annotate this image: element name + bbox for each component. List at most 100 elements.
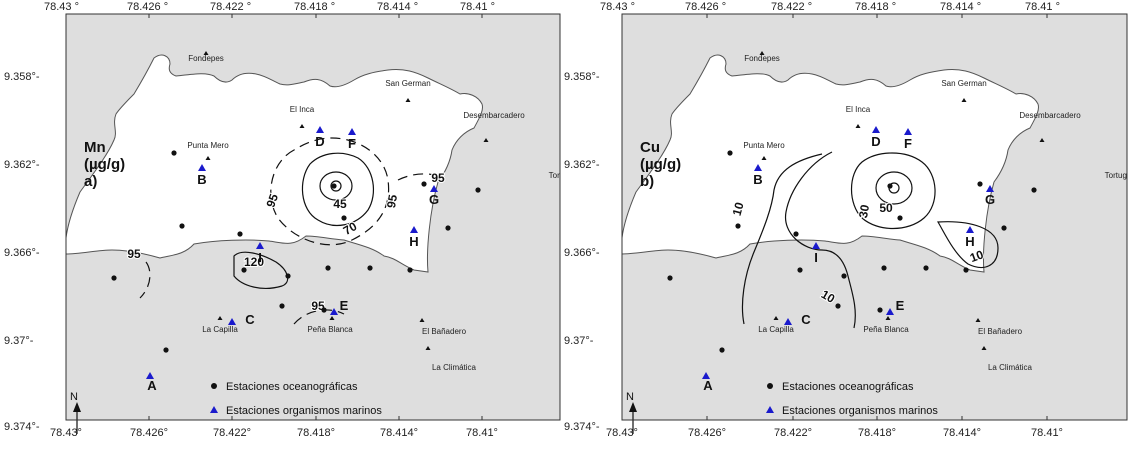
contour-label: 95 [263, 192, 281, 210]
station-triangle-icon [316, 126, 324, 133]
station-label-C: C [245, 312, 255, 327]
y-tick-label: 9.362°- [564, 159, 600, 171]
bottom-tick-label: 78.422° [774, 427, 812, 439]
place-name-el_inca: El Inca [290, 105, 315, 114]
contour-label: 95 [431, 171, 445, 185]
oceanographic-dot [1001, 225, 1007, 231]
bottom-tick-label: 78.41° [1031, 427, 1063, 439]
place-name-san_german: San German [385, 79, 430, 88]
station-triangle-icon [872, 126, 880, 133]
y-tick-label: 9.37°- [4, 335, 34, 347]
place-name-el_banadero: El Bañadero [978, 327, 1023, 336]
place-name-la_capilla: La Capilla [758, 325, 794, 334]
oceanographic-dot [475, 187, 481, 193]
place-marker-icon [759, 51, 765, 55]
place-marker-icon [885, 316, 891, 320]
station-triangle-icon [784, 318, 792, 325]
station-label-F: F [904, 136, 912, 151]
place-markers: Fondepes El Inca San German Desembarcadero P… [743, 51, 1133, 372]
place-marker-icon [975, 318, 981, 322]
place-marker-icon [1039, 138, 1045, 142]
legend-dot-icon [767, 383, 773, 389]
oceanographic-dot [897, 215, 903, 221]
place-name-el_banadero: El Bañadero [422, 327, 467, 336]
panel-title-line: (µg/g) [84, 156, 125, 173]
panel-title-line: Cu [640, 139, 660, 156]
place-name-san_german: San German [941, 79, 986, 88]
north-label: N [626, 391, 634, 403]
oceanographic-dot [367, 265, 373, 271]
place-name-tortugas: Tortugas [549, 171, 580, 180]
place-marker-icon [855, 124, 861, 128]
oceanographic-dot [881, 265, 887, 271]
oceanographic-dot [407, 267, 413, 273]
top-tick-label: 78.41 ° [460, 1, 495, 13]
contour-label: 95 [127, 247, 141, 261]
oceanographic-dot [331, 183, 337, 189]
station-label-B: B [753, 172, 762, 187]
station-label-D: D [871, 134, 880, 149]
station-label-H: H [409, 234, 418, 249]
station-triangle-icon [146, 372, 154, 379]
oceanographic-dot [835, 303, 841, 309]
top-tick-label: 78.422 ° [771, 1, 812, 13]
station-triangle-icon [986, 185, 994, 192]
place-name-punta_mero: Punta Mero [187, 141, 229, 150]
contour-label: 30 [856, 203, 872, 219]
station-label-B: B [197, 172, 206, 187]
y-tick-label: 9.37°- [564, 335, 594, 347]
panel-title-line: b) [640, 173, 654, 190]
place-name-desembarcadero: Desembarcadero [463, 111, 525, 120]
y-tick-label: 9.366°- [4, 247, 40, 259]
top-tick-label: 78.41 ° [1025, 1, 1060, 13]
oceanographic-stations [111, 150, 481, 353]
contour-10-west [784, 151, 856, 329]
station-label-H: H [965, 234, 974, 249]
north-arrow-icon [73, 402, 81, 412]
station-label-I: I [258, 250, 262, 265]
legend-marine: Estaciones organismos marinos [226, 405, 382, 417]
contour-95-left [139, 261, 151, 299]
oceanographic-dot [963, 267, 969, 273]
place-name-tortugas: Tortugas [1105, 171, 1133, 180]
map-frame [621, 13, 1128, 421]
panel-title-line: Mn [84, 139, 106, 156]
oceanographic-dot [179, 223, 185, 229]
contour-95-right [397, 173, 439, 181]
legend-triangle-icon [210, 406, 218, 413]
oceanographic-dot [667, 275, 673, 281]
legend-dot-icon [211, 383, 217, 389]
legend-triangle-icon [766, 406, 774, 413]
top-tick-label: 78.426 ° [127, 1, 168, 13]
oceanographic-dot [923, 265, 929, 271]
panel-title: Cu(µg/g)b) [640, 139, 681, 190]
oceanographic-dot [279, 303, 285, 309]
y-tick-label: 9.374°- [564, 421, 600, 433]
north-label: N [70, 391, 78, 403]
place-marker-icon [981, 346, 987, 350]
place-marker-icon [425, 346, 431, 350]
top-tick-label: 78.422 ° [210, 1, 251, 13]
top-tick-label: 78.43 ° [44, 1, 79, 13]
place-name-punta_mero: Punta Mero [743, 141, 785, 150]
station-triangle-icon [430, 185, 438, 192]
bottom-tick-label: 78.426° [688, 427, 726, 439]
station-label-E: E [340, 298, 349, 313]
bottom-tick-label: 78.426° [130, 427, 168, 439]
place-marker-icon [483, 138, 489, 142]
contour-50 [875, 171, 913, 205]
y-tick-label: 9.374°- [4, 421, 40, 433]
top-tick-label: 78.414 ° [940, 1, 981, 13]
place-name-la_climatica: La Climática [988, 363, 1033, 372]
place-name-fondepes: Fondepes [744, 54, 780, 63]
station-label-I: I [814, 250, 818, 265]
contour-95-bottom [293, 309, 345, 325]
top-tick-label: 78.43 ° [600, 1, 635, 13]
place-name-pena_blanca: Peña Blanca [307, 325, 353, 334]
oceanographic-dot [241, 267, 247, 273]
station-triangle-icon [966, 226, 974, 233]
map-frame [65, 13, 561, 421]
oceanographic-dot [887, 183, 893, 189]
